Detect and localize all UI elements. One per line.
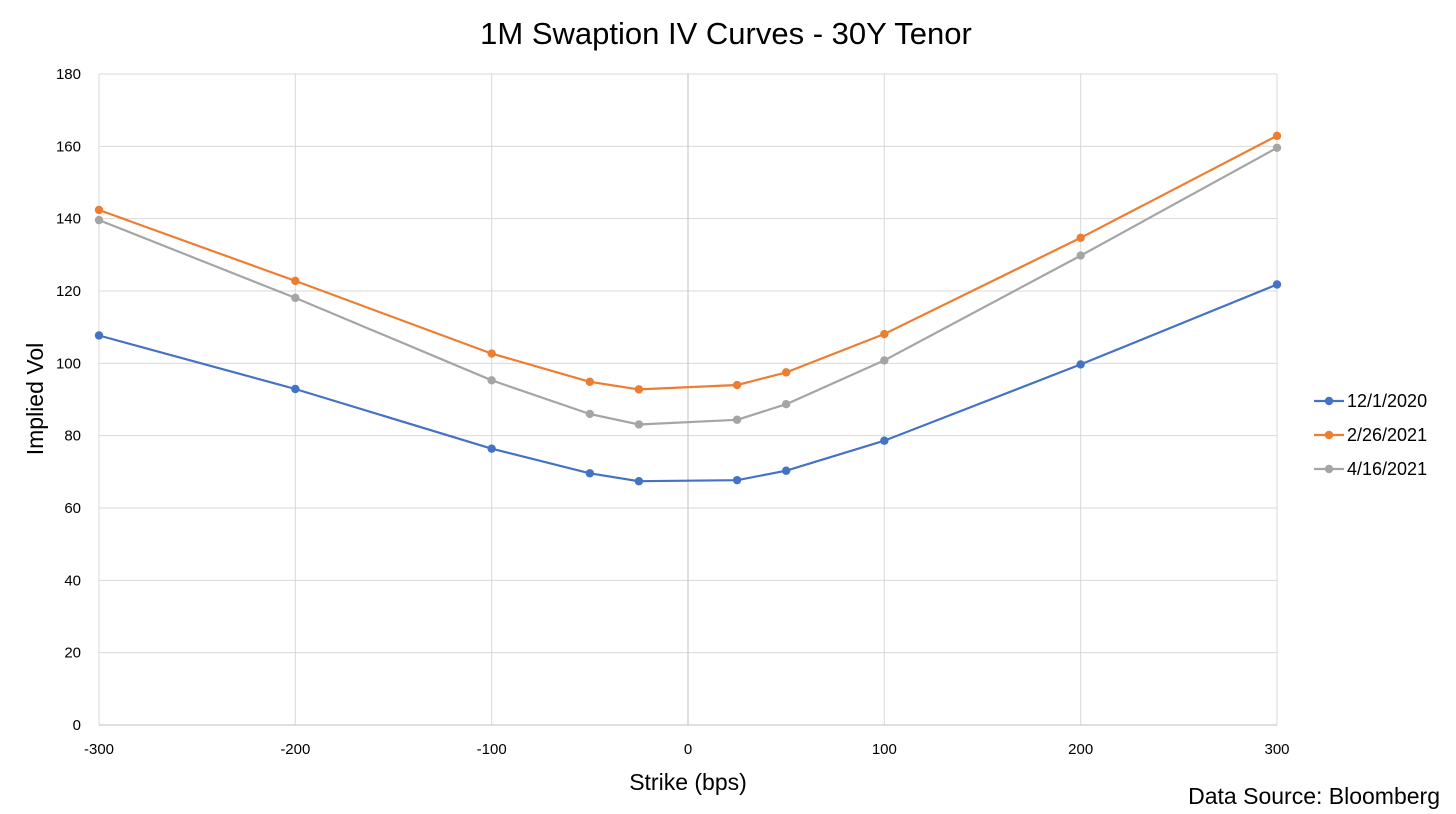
- y-tick-label: 20: [64, 645, 81, 662]
- data-point: [94, 215, 104, 225]
- y-tick-label: 80: [64, 428, 81, 445]
- series-line: [98, 134, 1278, 391]
- data-point: [94, 331, 104, 340]
- data-point: [94, 205, 104, 215]
- gridlines: [99, 73, 1278, 725]
- axes: [98, 74, 1277, 726]
- legend-swatch-marker: [1324, 464, 1334, 474]
- data-point: [1076, 360, 1085, 369]
- x-tick-label: -300: [84, 741, 114, 758]
- data-point: [1272, 131, 1282, 141]
- data-point: [781, 466, 791, 475]
- data-point: [781, 368, 791, 377]
- data-source-note: Data Source: Bloomberg: [1188, 783, 1440, 809]
- legend-swatch-marker: [1324, 430, 1334, 440]
- x-tick-label: -200: [280, 741, 310, 758]
- data-point: [880, 436, 889, 445]
- x-tick-label: 200: [1068, 741, 1093, 758]
- data-point: [291, 384, 300, 394]
- data-point: [1076, 233, 1085, 243]
- data-point: [880, 329, 889, 339]
- data-point: [634, 477, 644, 486]
- x-tick-label: 100: [872, 741, 897, 758]
- x-tick-label: 0: [684, 741, 692, 758]
- y-axis-title: Implied Vol: [22, 343, 48, 456]
- x-tick-label: -100: [477, 741, 507, 758]
- y-tick-label: 60: [64, 500, 81, 517]
- series-line: [98, 283, 1278, 483]
- y-tick-label: 140: [56, 211, 81, 228]
- legend-label: 4/16/2021: [1347, 459, 1427, 479]
- data-point: [487, 444, 496, 453]
- y-tick-label: 180: [56, 66, 81, 83]
- data-point: [1076, 251, 1085, 260]
- data-point: [291, 276, 300, 286]
- y-tick-label: 120: [56, 283, 81, 300]
- legend-label: 2/26/2021: [1347, 425, 1427, 445]
- series-group: [94, 131, 1282, 486]
- data-point: [487, 349, 496, 358]
- x-axis-title: Strike (bps): [629, 769, 747, 795]
- y-tick-label: 0: [73, 717, 81, 734]
- data-point: [1272, 143, 1282, 152]
- legend-swatch-marker: [1324, 396, 1334, 406]
- y-tick-label: 40: [64, 572, 81, 589]
- data-point: [634, 385, 644, 394]
- data-point: [732, 415, 742, 424]
- legend-label: 12/1/2020: [1347, 391, 1427, 411]
- data-point: [291, 293, 300, 303]
- data-point: [585, 469, 595, 478]
- data-point: [634, 420, 644, 429]
- data-point: [732, 475, 742, 485]
- chart-title: 1M Swaption IV Curves - 30Y Tenor: [480, 16, 972, 51]
- y-tick-label: 160: [56, 138, 81, 155]
- data-point: [585, 409, 595, 419]
- legend: 12/1/2020 2/26/2021 4/16/2021: [1314, 391, 1427, 479]
- x-tick-label: 300: [1264, 741, 1289, 758]
- data-point: [732, 380, 742, 390]
- data-point: [585, 377, 595, 386]
- y-tick-label: 100: [56, 355, 81, 372]
- data-point: [880, 356, 889, 365]
- data-point: [487, 376, 496, 385]
- tick-labels: 0 20 40 60 80 100 120 140 160 180 -300 -200 -100 0 100…: [56, 66, 1290, 758]
- series-line: [98, 146, 1278, 426]
- data-point: [1272, 280, 1282, 289]
- data-point: [781, 400, 791, 409]
